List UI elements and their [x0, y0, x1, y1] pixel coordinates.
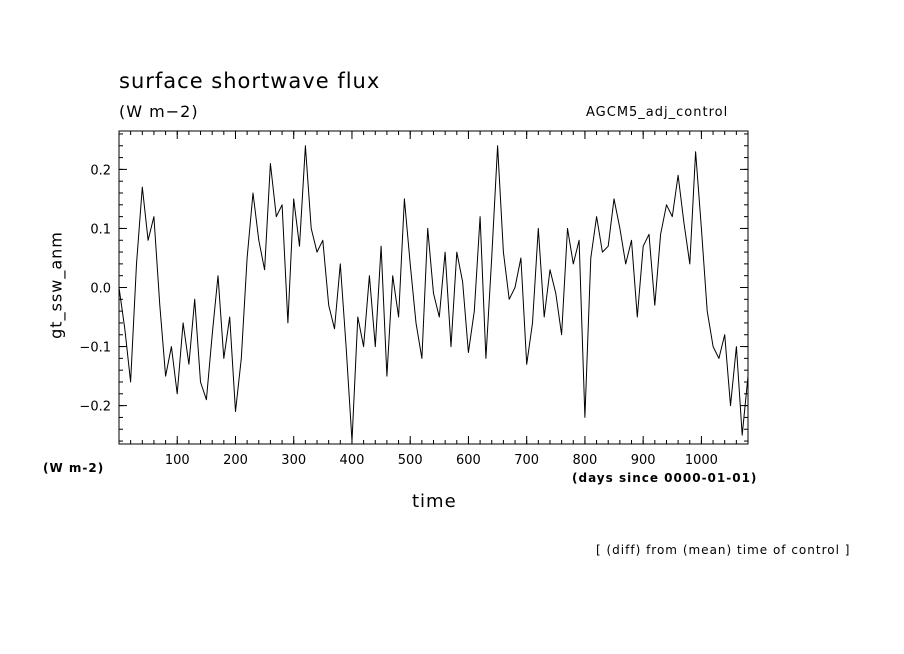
y-tick-label: −0.2	[79, 400, 111, 415]
title-units: (W m−2)	[119, 102, 199, 121]
y-tick-label: 0.0	[90, 282, 111, 297]
major-ticks	[119, 131, 748, 444]
tick-labels: 100 200 300 400 500 600 700 800 900 1000 −0.2 −0.1 0…	[79, 163, 718, 468]
x-tick-label: 500	[398, 453, 423, 468]
x-tick-label: 400	[340, 453, 365, 468]
x-axis-label: time	[412, 491, 457, 512]
run-name: AGCM5_adj_control	[586, 105, 729, 120]
footer-note: [ (diff) from (mean) time of control ]	[596, 543, 851, 557]
x-tick-label: 900	[631, 453, 656, 468]
x-tick-label: 100	[165, 453, 190, 468]
x-units-label: (days since 0000-01-01)	[572, 471, 758, 485]
chart-title: surface shortwave flux	[119, 69, 381, 93]
x-tick-label: 600	[456, 453, 481, 468]
series-line	[118, 145, 749, 442]
x-tick-label: 300	[281, 453, 306, 468]
x-tick-label: 700	[514, 453, 539, 468]
y-tick-label: 0.1	[90, 222, 111, 237]
x-tick-label: 200	[223, 453, 248, 468]
y-tick-label: 0.2	[90, 163, 111, 178]
series-group	[118, 145, 749, 442]
x-tick-label: 1000	[685, 453, 718, 468]
y-tick-label: −0.1	[79, 341, 111, 356]
x-tick-label: 800	[573, 453, 598, 468]
y-units-label: (W m-2)	[43, 461, 105, 475]
